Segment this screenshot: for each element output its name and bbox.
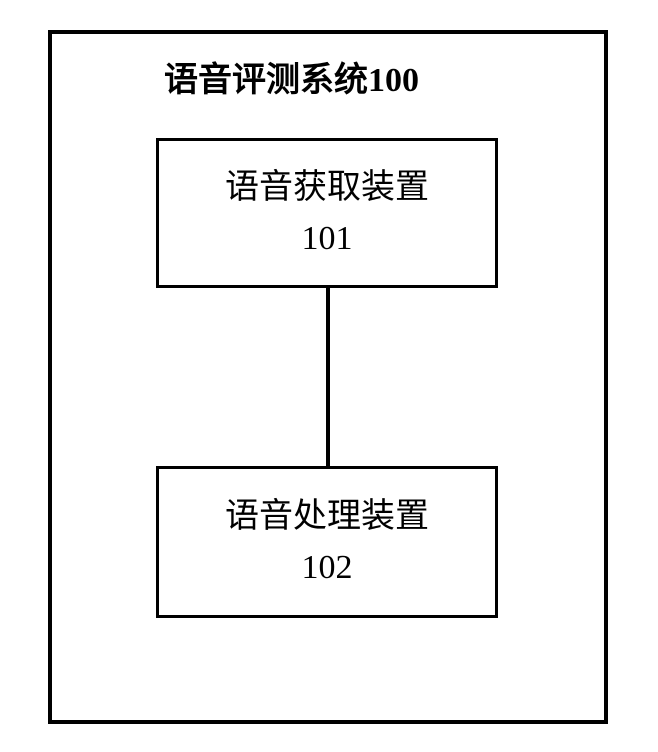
node-label: 语音处理装置 <box>225 491 429 542</box>
node-number: 101 <box>302 213 353 264</box>
connector-line <box>326 288 330 466</box>
node-voice-processing: 语音处理装置 102 <box>156 466 498 618</box>
node-number: 102 <box>302 542 353 593</box>
node-label: 语音获取装置 <box>225 162 429 213</box>
system-title: 语音评测系统100 <box>164 52 419 101</box>
node-voice-acquisition: 语音获取装置 101 <box>156 138 498 288</box>
